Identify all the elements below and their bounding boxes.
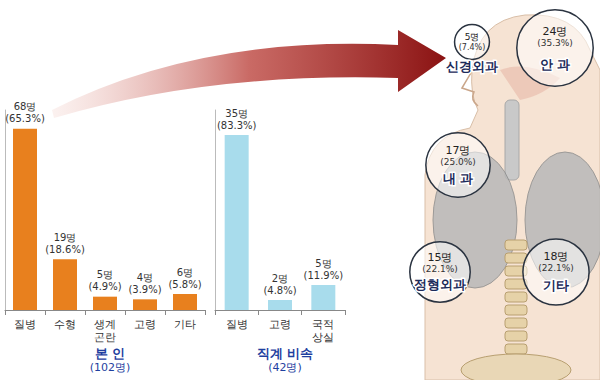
svg-text:(42명): (42명): [268, 361, 302, 374]
svg-text:68명: 68명: [14, 101, 37, 112]
svg-text:(11.9%): (11.9%): [304, 270, 344, 281]
svg-text:5명: 5명: [465, 32, 480, 42]
svg-text:24명: 24명: [543, 25, 568, 38]
svg-text:곤란: 곤란: [94, 331, 116, 344]
svg-text:(83.3%): (83.3%): [217, 120, 257, 131]
svg-text:고령: 고령: [134, 318, 156, 331]
svg-text:생계: 생계: [94, 318, 116, 331]
svg-text:(65.3%): (65.3%): [5, 113, 45, 124]
svg-text:(102명): (102명): [90, 361, 131, 374]
svg-text:정형외과: 정형외과: [414, 277, 466, 292]
svg-text:15명: 15명: [428, 251, 453, 264]
svg-text:5명: 5명: [315, 258, 331, 269]
svg-text:고령: 고령: [269, 318, 291, 331]
svg-text:(18.6%): (18.6%): [45, 244, 85, 255]
svg-text:기타: 기타: [174, 318, 196, 331]
svg-text:내 과: 내 과: [443, 171, 474, 186]
svg-text:(4.8%): (4.8%): [263, 285, 296, 296]
svg-text:국적: 국적: [312, 318, 334, 331]
svg-text:6명: 6명: [177, 267, 193, 278]
svg-text:17명: 17명: [446, 144, 471, 157]
svg-text:2명: 2명: [272, 273, 288, 284]
svg-text:질병: 질병: [226, 318, 248, 331]
svg-text:(4.9%): (4.9%): [88, 281, 121, 292]
svg-text:35명: 35명: [225, 108, 248, 119]
svg-text:(25.0%): (25.0%): [440, 157, 476, 167]
svg-text:기타: 기타: [543, 278, 569, 293]
svg-text:(5.8%): (5.8%): [168, 279, 201, 290]
svg-text:상실: 상실: [312, 331, 334, 344]
svg-text:직계 비속: 직계 비속: [257, 346, 314, 361]
svg-text:4명: 4명: [137, 272, 153, 283]
svg-text:(7.4%): (7.4%): [459, 43, 486, 52]
svg-text:본 인: 본 인: [95, 346, 126, 361]
svg-text:(35.3%): (35.3%): [537, 38, 573, 48]
svg-text:18명: 18명: [544, 250, 569, 263]
svg-text:신경외과: 신경외과: [446, 59, 498, 74]
svg-text:(22.1%): (22.1%): [538, 263, 574, 273]
svg-text:5명: 5명: [97, 269, 113, 280]
svg-text:(22.1%): (22.1%): [422, 264, 458, 274]
svg-text:(3.9%): (3.9%): [128, 284, 161, 295]
svg-text:안 과: 안 과: [540, 57, 571, 72]
svg-text:수형: 수형: [54, 318, 76, 331]
svg-text:19명: 19명: [54, 232, 77, 243]
svg-text:질병: 질병: [14, 318, 36, 331]
